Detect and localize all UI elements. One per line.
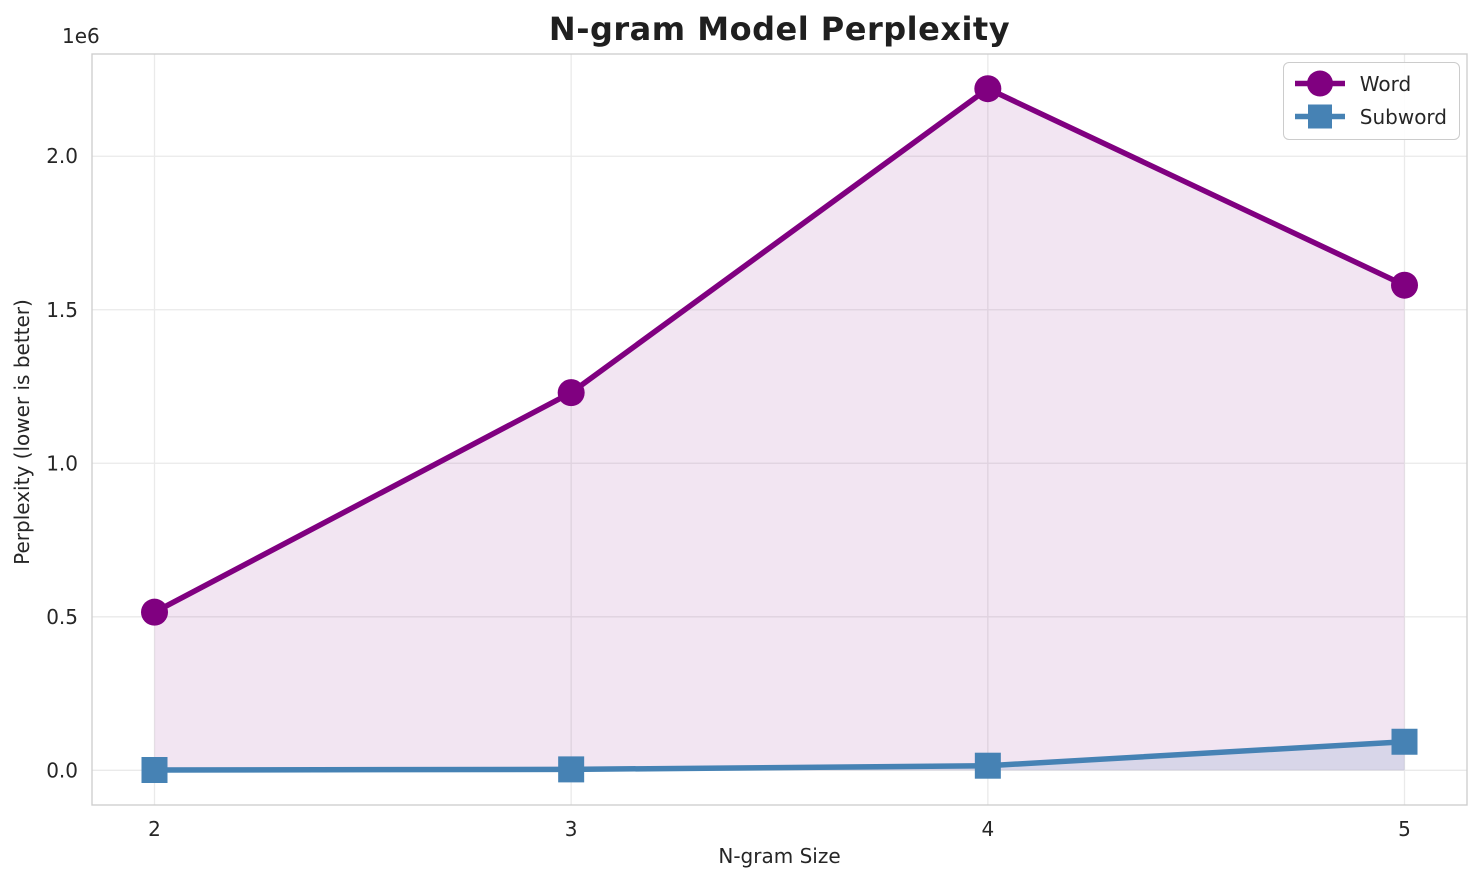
y-tick-label: 1.5 [46,298,78,322]
y-axis-offset-label: 1e6 [62,24,100,48]
series-lines [151,85,1408,773]
legend: Word Subword [1282,62,1460,140]
subword-line-square-marker-icon [1294,104,1345,129]
y-tick-label: 0.5 [46,605,78,629]
series-markers [141,75,1418,783]
x-tick-label: 5 [1398,817,1411,841]
word-line-circle-marker-icon [1294,70,1345,97]
y-tick-label: 0.0 [46,758,78,782]
area-fills [154,88,1405,771]
word-line [151,85,1408,615]
x-axis-label: N-gram Size [718,844,841,868]
x-tick-label: 3 [565,817,578,841]
word-marker [141,598,168,626]
subword-marker [1391,728,1418,755]
y-tick-label: 2.0 [46,144,78,168]
legend-item-word: Word [1292,67,1447,100]
subword-marker [558,756,585,783]
legend-item-subword: Subword [1292,100,1447,133]
subword-marker [974,752,1001,779]
x-tick-label: 2 [148,817,161,841]
word-marker [557,379,585,407]
legend-label-subword: Subword [1359,104,1447,129]
subword-area-fill [154,741,1405,771]
legend-label-word: Word [1359,71,1412,96]
subword-line [151,739,1408,773]
tick-labels: 2 3 4 5 0.0 0.5 1.0 1.5 2.0 [46,144,1411,841]
chart-title: N-gram Model Perplexity [548,10,1011,48]
axes-frame [91,53,1468,806]
subword-marker [141,756,168,783]
y-tick-label: 1.0 [46,451,78,475]
word-marker [1391,271,1418,299]
word-area-fill [154,88,1405,771]
x-tick-label: 4 [981,817,994,841]
word-marker [974,75,1002,103]
y-axis-label: Perplexity (lower is better) [10,299,34,565]
